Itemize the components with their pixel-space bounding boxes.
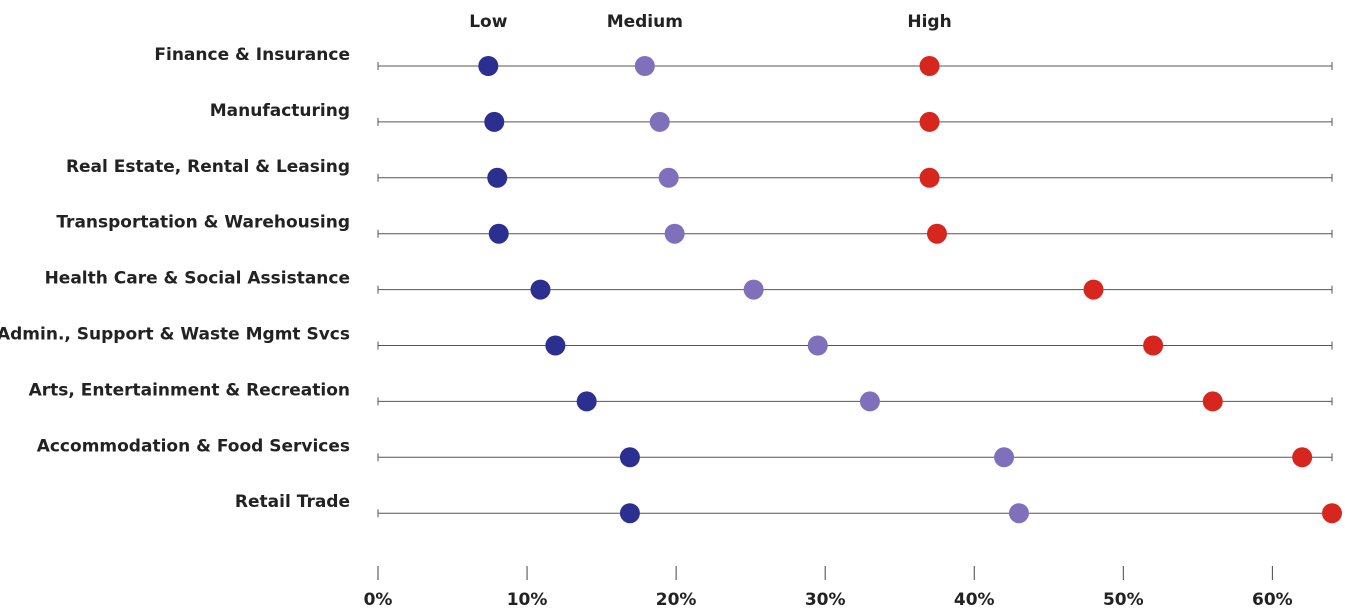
category-label: Accommodation & Food Services <box>37 436 350 456</box>
dot <box>1292 447 1313 468</box>
legend-label: Medium <box>607 12 683 32</box>
x-tick-label: 40% <box>954 590 995 610</box>
dot <box>619 503 640 524</box>
dot <box>664 223 685 244</box>
category-label: Retail Trade <box>235 492 350 512</box>
x-tick-label: 0% <box>364 590 393 610</box>
dot <box>1143 335 1164 356</box>
category-label: Finance & Insurance <box>154 45 350 65</box>
x-tick-label: 10% <box>507 590 548 610</box>
dot <box>859 391 880 412</box>
x-tick-label: 20% <box>656 590 697 610</box>
dot <box>926 223 947 244</box>
dot <box>743 279 764 300</box>
dot <box>649 111 670 132</box>
dot <box>1322 503 1342 524</box>
legend-label: Low <box>469 12 508 32</box>
dot <box>1202 391 1223 412</box>
dot <box>807 335 828 356</box>
legend-label: High <box>907 12 951 32</box>
category-label: Arts, Entertainment & Recreation <box>29 380 350 400</box>
dot <box>634 56 655 76</box>
dot <box>487 167 508 188</box>
dot <box>619 447 640 468</box>
dot <box>919 56 940 76</box>
dot <box>919 167 940 188</box>
dot <box>478 56 499 76</box>
dot <box>1083 279 1104 300</box>
dot <box>530 279 551 300</box>
category-label: Admin., Support & Waste Mgmt Svcs <box>0 325 350 345</box>
dot <box>488 223 509 244</box>
x-tick-label: 30% <box>805 590 846 610</box>
dot <box>576 391 597 412</box>
x-tick-label: 60% <box>1252 590 1293 610</box>
category-label: Real Estate, Rental & Leasing <box>66 157 350 177</box>
x-tick-label: 50% <box>1103 590 1144 610</box>
dot <box>484 111 505 132</box>
dot <box>994 447 1015 468</box>
category-label: Transportation & Warehousing <box>56 213 350 233</box>
dot <box>919 111 940 132</box>
dot <box>545 335 566 356</box>
category-label: Health Care & Social Assistance <box>45 269 350 289</box>
dot <box>1008 503 1029 524</box>
category-label: Manufacturing <box>210 101 350 121</box>
dot <box>658 167 679 188</box>
